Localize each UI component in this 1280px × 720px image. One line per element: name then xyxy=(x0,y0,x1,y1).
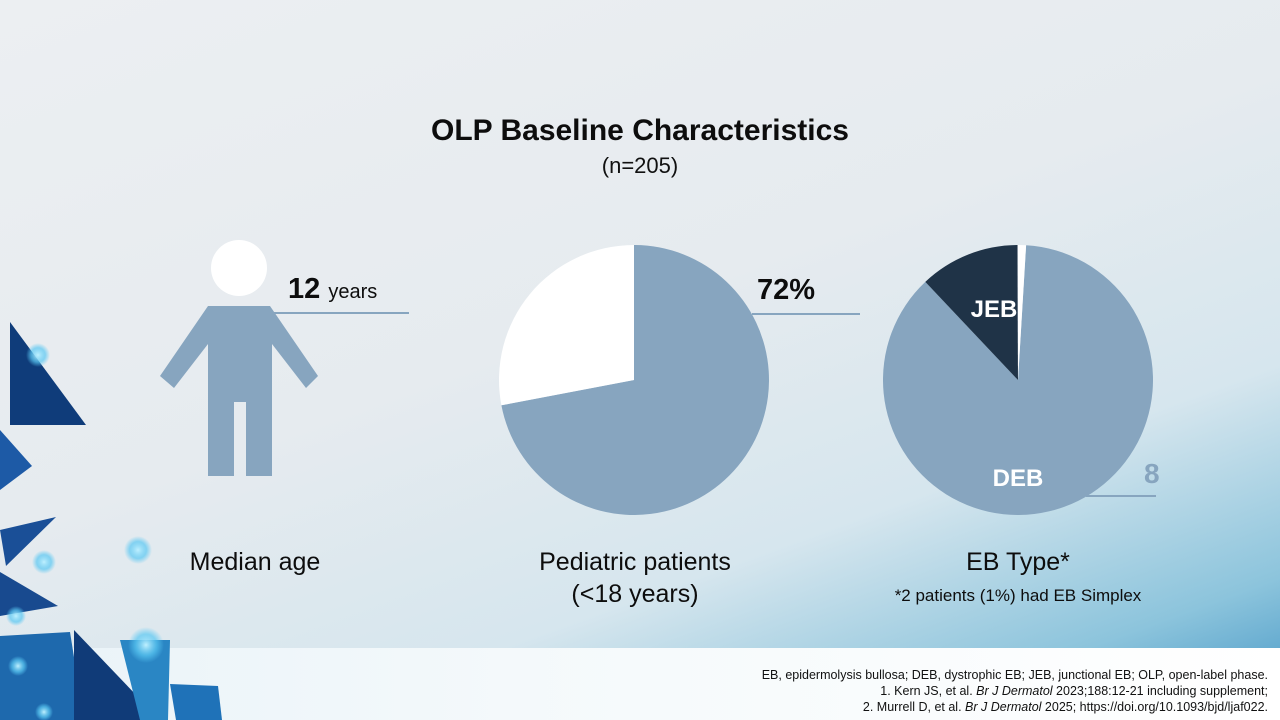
pediatric-slice-72 xyxy=(501,245,769,515)
reference-2: 2. Murrell D, et al. Br J Dermatol 2025;… xyxy=(862,700,1268,714)
eb-type-slice-other xyxy=(1017,245,1027,380)
slide-subtitle: (n=205) xyxy=(601,153,679,178)
decor-triangle xyxy=(10,322,86,425)
eb-type-caption: EB Type* xyxy=(966,548,1070,576)
slide-title: OLP Baseline Characteristics xyxy=(431,114,849,147)
eb-type-slice-deb xyxy=(883,245,1153,515)
pediatric-caption: Pediatric patients (<18 years) xyxy=(485,546,785,610)
median-age-unit: years xyxy=(328,281,378,303)
median-age-leader-line xyxy=(268,312,409,314)
eb-type-pie-chart: DEB JEB xyxy=(883,245,1153,515)
person-body xyxy=(160,306,318,476)
eb-type-label-jeb: JEB xyxy=(971,296,1018,323)
decor-triangle xyxy=(0,572,58,616)
median-age-value: 12 years xyxy=(288,273,377,306)
median-age-number: 12 xyxy=(288,273,321,305)
person-icon xyxy=(160,240,318,476)
decor-glow xyxy=(32,550,56,574)
pediatric-value: 72% xyxy=(757,274,816,306)
pediatric-slice-other xyxy=(499,245,634,406)
eb-type-partial-label: 8 xyxy=(1144,458,1160,489)
abbreviations: EB, epidermolysis bullosa; DEB, dystroph… xyxy=(761,668,1268,682)
reference-1: 1. Kern JS, et al. Br J Dermatol 2023;18… xyxy=(880,684,1268,698)
decor-glow xyxy=(6,606,26,626)
decor-glow xyxy=(124,536,152,564)
eb-type-leader-line xyxy=(1086,495,1156,497)
eb-type-footnote: *2 patients (1%) had EB Simplex xyxy=(894,586,1142,605)
pediatric-pie-chart xyxy=(499,245,769,515)
median-age-caption: Median age xyxy=(189,548,321,576)
references: EB, epidermolysis bullosa; DEB, dystroph… xyxy=(762,667,1268,715)
pediatric-caption-line2: (<18 years) xyxy=(571,580,699,608)
decor-triangle xyxy=(0,517,56,566)
eb-type-label-deb: DEB xyxy=(993,465,1044,492)
pediatric-leader-line xyxy=(752,313,860,315)
pediatric-caption-line1: Pediatric patients xyxy=(539,548,731,576)
decor-triangle xyxy=(0,430,32,490)
decor-glow xyxy=(26,343,50,367)
person-head xyxy=(211,240,267,296)
eb-type-slice-jeb xyxy=(925,245,1018,380)
